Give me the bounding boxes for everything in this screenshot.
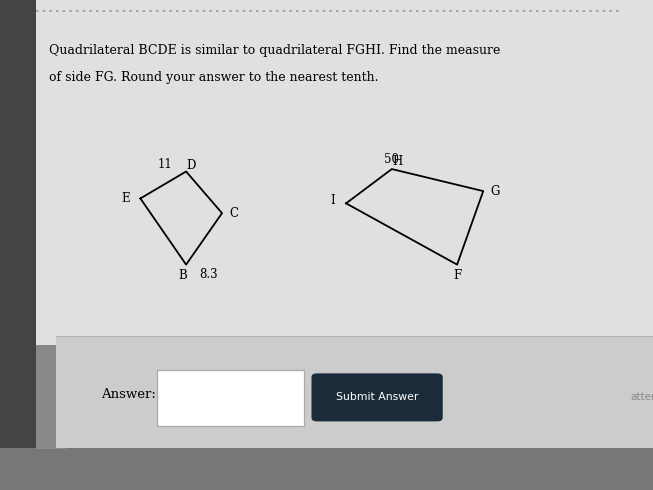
Text: attempt: attempt [630, 392, 653, 402]
Text: F: F [453, 269, 461, 282]
Bar [157, 370, 304, 426]
FancyBboxPatch shape [311, 373, 443, 421]
Bar [56, 336, 653, 448]
Bar [0, 0, 36, 490]
Text: C: C [229, 207, 238, 220]
Text: Answer:: Answer: [101, 388, 156, 401]
Bar [0, 448, 653, 490]
Text: Submit Answer: Submit Answer [336, 392, 418, 402]
Text: of side FG. Round your answer to the nearest tenth.: of side FG. Round your answer to the nea… [49, 71, 379, 84]
Text: 11: 11 [157, 158, 172, 171]
Text: I: I [330, 195, 336, 207]
Text: 50: 50 [385, 153, 399, 166]
Text: G: G [490, 185, 500, 197]
Text: D: D [187, 159, 196, 172]
Text: E: E [121, 192, 131, 205]
Text: H: H [392, 155, 402, 168]
Text: B: B [178, 269, 187, 282]
Text: 8.3: 8.3 [200, 268, 218, 281]
Bar [36, 0, 653, 345]
Text: Quadrilateral BCDE is similar to quadrilateral FGHI. Find the measure: Quadrilateral BCDE is similar to quadril… [49, 44, 500, 57]
